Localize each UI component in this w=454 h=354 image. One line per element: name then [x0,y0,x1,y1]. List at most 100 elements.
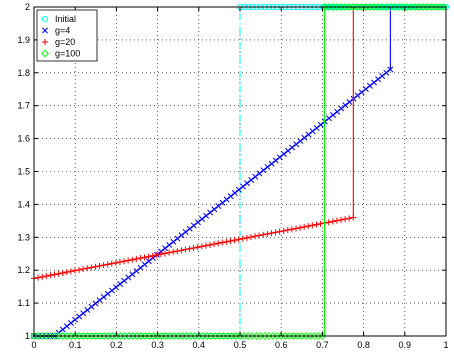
data-point [301,134,308,141]
data-point [174,235,181,242]
legend: Initial g=4g=20 g=100 [36,9,98,62]
data-point [76,313,83,320]
x-tick-label: 1 [443,340,448,350]
data-point [346,99,353,105]
legend-label: g=20 [55,37,75,47]
data-point [72,316,79,323]
data-point [264,230,271,237]
data-point [157,251,164,258]
data-point [178,232,185,239]
data-point [63,269,70,276]
data-point [166,242,173,248]
y-tick-label: 2 [25,2,30,12]
data-point [71,267,78,274]
y-tick-label: 1.2 [17,265,30,275]
x-tick-label: 0.7 [316,340,329,350]
data-point [285,147,291,154]
data-point [39,273,46,280]
data-point [334,108,341,115]
data-point [227,237,234,244]
y-tick-label: 1.1 [17,298,30,308]
data-point [346,215,353,222]
data-point [198,243,205,250]
data-point [268,230,275,237]
data-point [276,228,283,235]
data-point [166,249,173,256]
data-point [219,199,226,206]
data-point [338,216,345,223]
data-point [190,222,197,229]
data-point [96,297,103,304]
data-point [84,307,91,313]
data-point [239,235,246,242]
data-point [51,271,58,278]
data-point [121,277,128,284]
data-point [301,223,308,230]
data-point [141,261,148,268]
data-point [260,167,267,174]
data-point [211,241,218,248]
data-point [252,173,259,180]
data-point [96,262,103,269]
data-point [121,258,128,265]
data-point [297,224,304,231]
x-tick-label: 0 [31,340,36,350]
legend-marker [41,49,49,58]
x-tick-label: 0.4 [193,340,206,350]
data-point [100,262,107,269]
x-tick-label: 0.9 [399,340,412,350]
data-point [55,270,62,277]
data-point [47,272,54,279]
data-point [149,252,156,259]
data-point [326,115,332,122]
data-point [202,242,209,249]
data-point [80,310,87,317]
data-point [92,300,99,307]
data-point [68,320,74,326]
data-point [186,225,193,232]
data-point [161,250,168,257]
data-point [276,154,283,161]
data-point [317,220,324,227]
data-point [207,209,214,216]
data-point [247,234,254,241]
data-point [203,212,210,219]
data-point [338,105,345,112]
data-point [67,268,74,275]
data-point [330,112,337,118]
data-point [182,229,189,235]
data-point [178,247,185,254]
data-point [305,223,312,230]
data-point [113,284,119,291]
data-point [342,102,349,109]
data-point [325,219,332,226]
data-point [125,257,132,264]
data-point [268,160,275,167]
data-point [375,76,382,83]
data-point [194,219,201,226]
data-point [313,125,320,131]
legend-marker [41,15,49,23]
data-point [112,259,119,266]
data-point [153,252,160,259]
y-tick-label: 1.6 [17,134,30,144]
data-point [59,269,66,276]
data-point [387,66,394,73]
data-point [223,238,230,245]
grid-layer [34,7,446,336]
x-tick-label: 0.5 [234,340,247,350]
data-point [219,239,226,246]
data-point [379,73,386,79]
data-point [289,144,296,151]
data-point [256,170,263,177]
legend-marker [42,39,48,45]
data-point [170,238,177,245]
data-point [362,86,369,92]
y-tick-label: 1.9 [17,35,30,45]
data-point [162,245,169,252]
data-point [104,261,111,268]
data-point [129,256,136,263]
data-point [125,274,132,281]
data-point [248,177,255,183]
data-point [280,151,287,157]
